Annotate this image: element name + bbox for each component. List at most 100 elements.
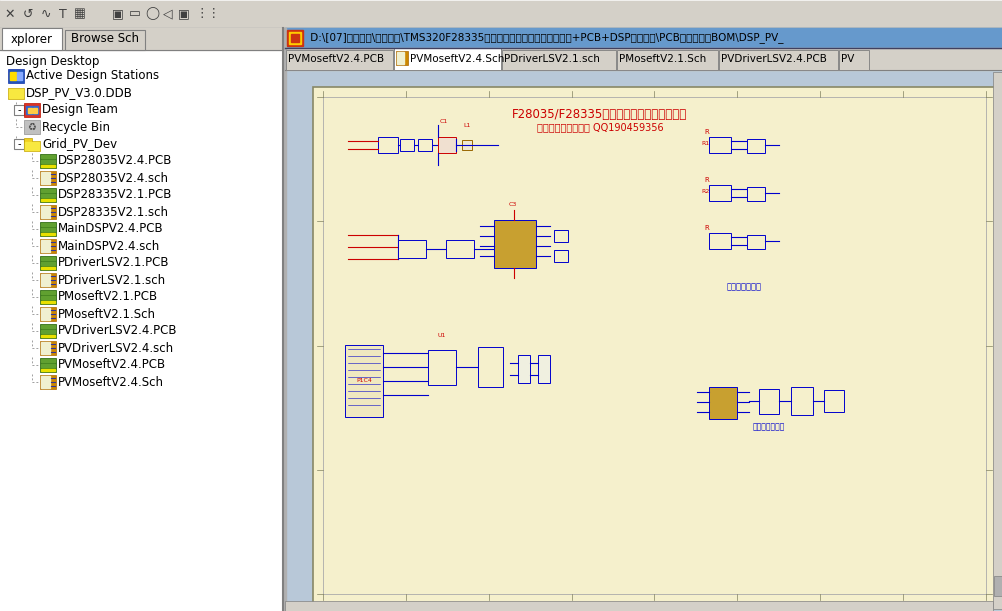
Text: PVDriverLSV2.4.PCB: PVDriverLSV2.4.PCB xyxy=(720,54,826,64)
Bar xyxy=(378,137,398,153)
Bar xyxy=(718,50,838,70)
Bar xyxy=(398,240,426,258)
Bar xyxy=(285,601,992,611)
Bar xyxy=(394,48,501,70)
Bar xyxy=(41,359,55,362)
Text: R: R xyxy=(703,129,708,135)
Bar xyxy=(41,369,55,371)
Bar xyxy=(478,347,502,387)
Bar xyxy=(41,330,55,333)
Text: ↺: ↺ xyxy=(23,7,33,21)
Bar xyxy=(41,262,55,265)
Text: ◁: ◁ xyxy=(163,7,172,21)
Bar xyxy=(502,50,615,70)
Text: PVMoseftV2.4.PCB: PVMoseftV2.4.PCB xyxy=(288,54,384,64)
Bar xyxy=(8,69,24,83)
Bar xyxy=(40,205,56,219)
Bar xyxy=(616,50,717,70)
Text: ▦: ▦ xyxy=(74,7,86,21)
Text: C1: C1 xyxy=(440,119,448,124)
Bar xyxy=(824,390,844,412)
Bar xyxy=(286,50,393,70)
Bar xyxy=(41,291,55,294)
Bar xyxy=(9,89,23,98)
Bar xyxy=(708,137,730,153)
Text: PDriverLSV2.1.PCB: PDriverLSV2.1.PCB xyxy=(58,257,169,269)
Text: -: - xyxy=(17,105,21,115)
Text: DSP28035V2.4.sch: DSP28035V2.4.sch xyxy=(58,172,168,185)
Text: PVMoseftV2.4.Sch: PVMoseftV2.4.Sch xyxy=(58,376,164,389)
Bar xyxy=(41,206,50,218)
Bar xyxy=(285,48,1002,70)
Text: D:\[07]技术创新\设计资源\TMS320F28335光伏离网并网逆变器设计原理图+PCB+DSP软件源码\PCB和原理图及BOM\DSP_PV_: D:\[07]技术创新\设计资源\TMS320F28335光伏离网并网逆变器设计… xyxy=(307,32,783,43)
Bar xyxy=(40,256,56,270)
Bar xyxy=(285,28,1002,611)
Text: PVDriverLSV2.4.PCB: PVDriverLSV2.4.PCB xyxy=(58,324,177,337)
Bar xyxy=(24,138,32,142)
Bar xyxy=(553,230,567,242)
Text: Grid_PV_Dev: Grid_PV_Dev xyxy=(42,137,117,150)
Bar xyxy=(14,139,24,149)
Bar xyxy=(40,290,56,304)
Bar xyxy=(791,387,813,415)
Bar xyxy=(746,139,765,153)
Bar xyxy=(41,267,55,269)
Text: DSP_PV_V3.0.DDB: DSP_PV_V3.0.DDB xyxy=(26,87,132,100)
Bar xyxy=(40,239,56,253)
Bar xyxy=(400,139,414,151)
Bar xyxy=(40,324,56,338)
Text: MainDSPV2.4.sch: MainDSPV2.4.sch xyxy=(58,240,160,252)
Text: PVMoseftV2.4.PCB: PVMoseftV2.4.PCB xyxy=(58,359,166,371)
Bar xyxy=(992,72,1002,609)
Text: PV: PV xyxy=(841,54,854,64)
Text: ♻: ♻ xyxy=(28,122,36,132)
Text: R: R xyxy=(703,177,708,183)
Bar xyxy=(537,355,549,383)
Bar xyxy=(25,142,39,150)
Bar xyxy=(289,32,301,44)
Text: Design Team: Design Team xyxy=(42,103,118,117)
Bar xyxy=(8,88,24,99)
Bar xyxy=(708,185,730,201)
Bar xyxy=(746,187,765,201)
Bar xyxy=(41,165,55,167)
Text: 驱动及冲零电路: 驱动及冲零电路 xyxy=(753,422,785,431)
Text: P1C4: P1C4 xyxy=(356,378,372,384)
Text: C3: C3 xyxy=(508,202,517,207)
Bar xyxy=(41,199,55,201)
Text: Browse Sch: Browse Sch xyxy=(71,32,139,45)
Bar xyxy=(708,387,736,419)
Bar xyxy=(40,375,56,389)
Text: 版权所有：杨杰科技 QQ190459356: 版权所有：杨杰科技 QQ190459356 xyxy=(536,122,662,132)
Text: ▣: ▣ xyxy=(178,7,189,21)
Bar xyxy=(291,34,299,42)
Text: -: - xyxy=(17,139,21,149)
Bar xyxy=(40,188,56,202)
Bar xyxy=(41,228,55,231)
Bar xyxy=(0,28,283,50)
Bar xyxy=(993,576,1001,596)
Bar xyxy=(462,140,472,150)
Bar xyxy=(438,137,456,153)
Bar xyxy=(428,350,456,385)
Bar xyxy=(24,141,40,151)
Bar xyxy=(396,51,408,65)
Bar xyxy=(14,105,24,115)
Bar xyxy=(40,358,56,372)
Bar xyxy=(41,308,50,320)
Bar xyxy=(41,364,55,367)
Text: PMoseftV2.1.PCB: PMoseftV2.1.PCB xyxy=(58,290,158,304)
Text: ▣: ▣ xyxy=(112,7,124,21)
Bar xyxy=(283,28,286,611)
Bar xyxy=(345,345,383,417)
Bar xyxy=(41,189,55,192)
Bar xyxy=(446,240,474,258)
Bar xyxy=(41,155,55,158)
Bar xyxy=(28,108,32,113)
Bar xyxy=(285,28,1002,48)
Bar xyxy=(24,120,40,134)
Bar xyxy=(26,106,38,114)
Bar xyxy=(40,154,56,168)
Bar xyxy=(41,172,50,184)
Bar xyxy=(40,222,56,236)
